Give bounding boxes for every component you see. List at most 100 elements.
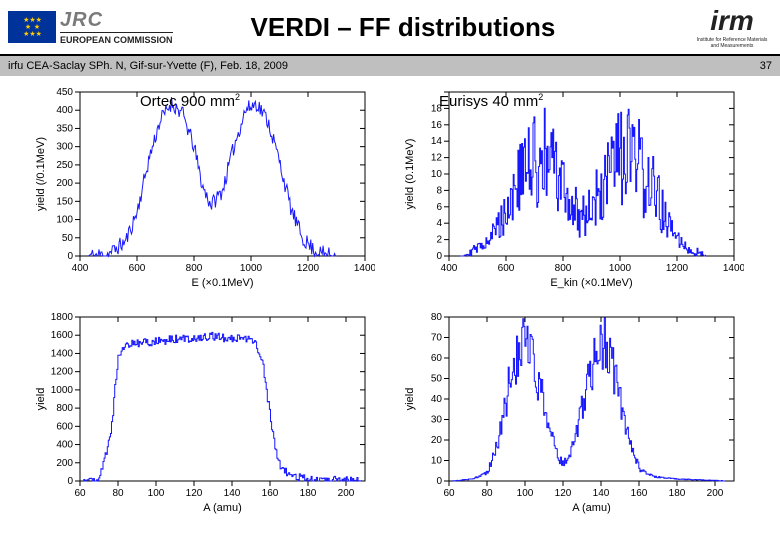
svg-text:600: 600 [129,263,146,274]
footer-bar: irfu CEA-Saclay SPh. N, Gif-sur-Yvette (… [0,56,780,76]
svg-text:80: 80 [431,312,443,323]
chart-tr-label-text: Eurisys 40 mm [439,93,538,110]
svg-text:yield (/0.1MeV): yield (/0.1MeV) [35,137,47,211]
svg-text:0: 0 [67,476,73,487]
chart-bl-svg: 60 80 100 120 140 160 180 200 0 200 400 600 800 1000 1… [30,307,375,517]
chart-bottom-right: 608010012014016018020001020304050607080A… [399,307,750,524]
chart-tr-svg: 400600800100012001400024681012141618E_ki… [399,82,744,292]
svg-text:200: 200 [56,178,73,189]
svg-text:450: 450 [56,87,73,98]
jrc-text: JRC [60,9,173,32]
svg-text:2: 2 [436,235,442,246]
svg-text:E (×0.1MeV): E (×0.1MeV) [191,277,253,289]
svg-text:250: 250 [56,160,73,171]
irmm-icon: irm [710,5,754,37]
svg-text:50: 50 [431,374,443,385]
svg-text:12: 12 [431,153,443,164]
chart-grid: Ortec 900 mm2 40060080010001200140005010… [0,76,780,530]
svg-text:1000: 1000 [240,263,263,274]
svg-text:E_kin (×0.1MeV): E_kin (×0.1MeV) [550,277,632,289]
svg-text:0: 0 [67,251,73,262]
svg-text:600: 600 [56,421,73,432]
svg-text:6: 6 [436,202,442,213]
svg-text:800: 800 [186,263,203,274]
svg-text:600: 600 [498,263,515,274]
svg-text:30: 30 [431,415,443,426]
svg-text:1200: 1200 [51,367,74,378]
svg-text:400: 400 [56,440,73,451]
svg-text:1200: 1200 [666,263,689,274]
chart-tl-label-text: Ortec 900 mm [140,93,235,110]
svg-text:0: 0 [436,251,442,262]
svg-text:50: 50 [62,233,74,244]
chart-top-right: Eurisys 40 mm2 4006008001000120014000246… [399,82,750,299]
chart-top-left: Ortec 900 mm2 400 600 800 1000 1200 1400 0 50 10… [30,82,381,299]
svg-text:100: 100 [56,215,73,226]
svg-text:160: 160 [262,488,279,499]
chart-tr-label: Eurisys 40 mm2 [439,92,543,110]
svg-text:4: 4 [436,218,442,229]
svg-text:8: 8 [436,185,442,196]
svg-text:180: 180 [669,488,686,499]
svg-text:1600: 1600 [51,330,74,341]
chart-tl-svg: 400 600 800 1000 1200 1400 0 50 100 150 200 250 300 3… [30,82,375,292]
svg-text:10: 10 [431,169,443,180]
svg-text:yield (0.1MeV): yield (0.1MeV) [404,139,416,210]
svg-text:350: 350 [56,123,73,134]
jrc-logo: JRC EUROPEAN COMMISSION [60,9,173,45]
chart-tl-label: Ortec 900 mm2 [140,92,240,110]
svg-text:1800: 1800 [51,312,74,323]
svg-text:1000: 1000 [609,263,632,274]
page-number: 37 [760,60,772,72]
irmm-caption: Institute for Reference Materials and Me… [692,37,772,49]
svg-text:180: 180 [300,488,317,499]
svg-text:40: 40 [431,394,443,405]
slide-title: VERDI – FF distributions [251,12,556,43]
svg-text:yield: yield [404,388,416,411]
irmm-logo: irm Institute for Reference Materials an… [692,5,772,49]
chart-tr-label-sup: 2 [538,92,543,102]
svg-text:120: 120 [186,488,203,499]
chart-bottom-left: 60 80 100 120 140 160 180 200 0 200 400 600 800 1000 1… [30,307,381,524]
svg-text:yield: yield [35,388,47,411]
ec-text: EUROPEAN COMMISSION [60,32,173,45]
svg-text:400: 400 [56,105,73,116]
svg-text:800: 800 [56,403,73,414]
svg-text:400: 400 [441,263,458,274]
header: ★ ★ ★★ ★★ ★ ★ JRC EUROPEAN COMMISSION VE… [0,0,780,56]
svg-text:200: 200 [707,488,724,499]
svg-text:1400: 1400 [723,263,744,274]
svg-text:140: 140 [224,488,241,499]
svg-text:14: 14 [431,136,443,147]
svg-text:80: 80 [112,488,124,499]
chart-tl-label-sup: 2 [235,92,240,102]
svg-text:1400: 1400 [354,263,375,274]
svg-text:800: 800 [555,263,572,274]
svg-text:60: 60 [431,353,443,364]
svg-text:60: 60 [74,488,86,499]
svg-text:10: 10 [431,456,443,467]
svg-text:150: 150 [56,196,73,207]
svg-text:20: 20 [431,435,443,446]
footer-text: irfu CEA-Saclay SPh. N, Gif-sur-Yvette (… [8,60,760,72]
svg-text:A (amu): A (amu) [203,502,242,514]
svg-text:300: 300 [56,142,73,153]
svg-text:80: 80 [481,488,493,499]
svg-text:16: 16 [431,120,443,131]
eu-flag-icon: ★ ★ ★★ ★★ ★ ★ [8,11,56,43]
svg-text:1400: 1400 [51,348,74,359]
svg-text:100: 100 [517,488,534,499]
chart-br-svg: 608010012014016018020001020304050607080A… [399,307,744,517]
svg-text:1000: 1000 [51,385,74,396]
svg-text:70: 70 [431,333,443,344]
svg-text:100: 100 [148,488,165,499]
svg-text:0: 0 [436,476,442,487]
svg-text:A (amu): A (amu) [572,502,611,514]
svg-text:1200: 1200 [297,263,320,274]
svg-text:400: 400 [72,263,89,274]
svg-text:120: 120 [555,488,572,499]
svg-text:200: 200 [56,458,73,469]
svg-text:60: 60 [443,488,455,499]
svg-text:200: 200 [338,488,355,499]
svg-text:160: 160 [631,488,648,499]
